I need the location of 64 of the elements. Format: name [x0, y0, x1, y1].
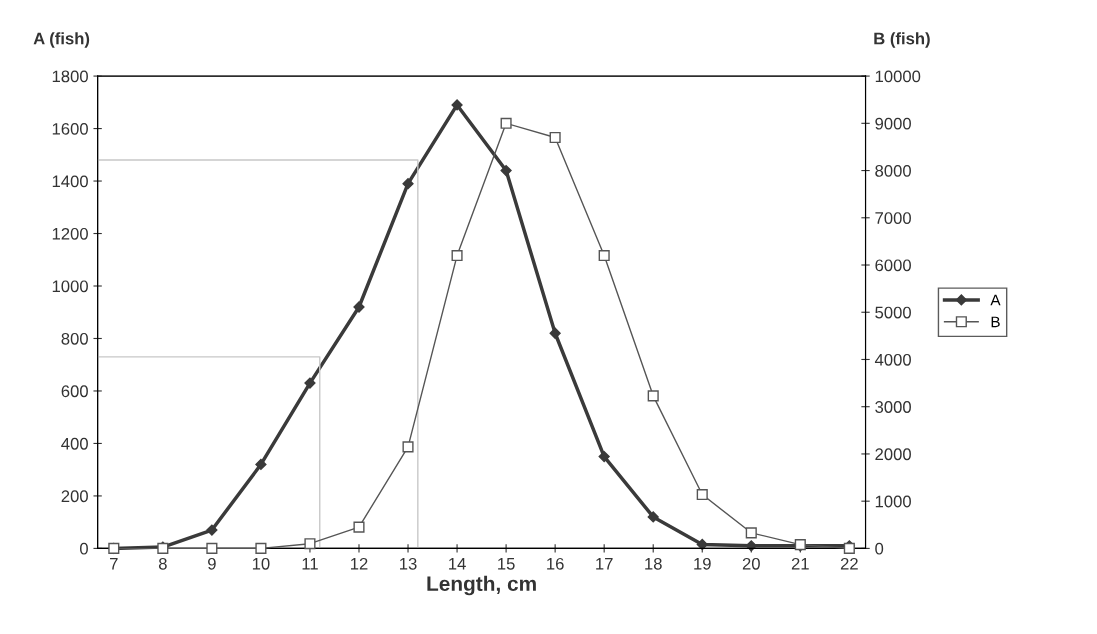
point: [402, 178, 414, 190]
point: [451, 99, 463, 111]
y-axis-title: A (fish): [33, 32, 90, 48]
y-tick-label: 1600: [52, 122, 88, 135]
x-tick-label: 10: [252, 557, 270, 570]
point: [647, 390, 659, 402]
x-tick-label: 17: [596, 558, 613, 570]
y2-tick-label: 4000: [874, 353, 911, 366]
point: [500, 164, 512, 177]
x-tick-label: 11: [302, 558, 318, 570]
x-tick-label: 16: [547, 557, 564, 570]
point: [206, 542, 218, 554]
point: [598, 450, 610, 463]
y-tick-label: 400: [61, 437, 88, 450]
x-tick-label: 22: [840, 557, 858, 570]
point: [304, 538, 316, 550]
x-axis-title: Length, cm: [427, 575, 536, 596]
x-tick-label: 8: [158, 557, 167, 570]
point: [304, 377, 316, 389]
point: [451, 250, 463, 262]
y-tick-label: 1000: [52, 280, 88, 293]
point: [549, 327, 561, 339]
x-tick-label: 14: [449, 558, 466, 570]
point: [353, 521, 365, 533]
y2-tick-label: 1000: [875, 495, 911, 508]
x-tick-label: 21: [791, 557, 809, 570]
y2-tick-label: 9000: [875, 117, 911, 130]
y2-tick-label: 7000: [875, 212, 911, 224]
point: [206, 524, 218, 536]
legend-label: B: [991, 316, 1000, 328]
point: [255, 458, 267, 471]
point: [745, 527, 757, 539]
x-tick-label: 13: [400, 557, 417, 570]
y-tick-label: 0: [79, 542, 88, 555]
y2-tick-label: 0: [875, 542, 884, 555]
y2-tick-label: 6000: [875, 259, 911, 272]
x-tick-label: 7: [110, 558, 118, 570]
x-tick-label: 12: [351, 557, 368, 570]
point: [696, 538, 708, 551]
y2-tick-label: 2000: [875, 448, 911, 461]
point: [647, 511, 659, 523]
y2-tick-label: 5000: [875, 306, 911, 319]
y-tick-label: 1400: [52, 175, 88, 188]
y-tick-label: 1800: [52, 70, 88, 83]
point: [500, 117, 512, 129]
y-tick-label: 600: [61, 385, 88, 398]
y2-axis-title: B (fish): [874, 32, 930, 48]
y-tick-label: 1200: [52, 227, 88, 240]
y-tick-label: 200: [61, 490, 88, 503]
x-tick-label: 20: [742, 557, 760, 570]
x-tick-label: 9: [208, 557, 216, 570]
legend-label: A: [990, 294, 1001, 306]
x-tick-label: 15: [498, 558, 515, 570]
y2-tick-label: 10000: [875, 70, 921, 83]
point: [549, 131, 561, 144]
y-tick-label: 800: [61, 332, 88, 345]
point: [696, 489, 708, 501]
y2-tick-label: 3000: [875, 401, 911, 413]
point: [402, 441, 414, 453]
point: [255, 542, 267, 554]
x-tick-label: 19: [694, 557, 711, 570]
point: [598, 250, 610, 262]
y2-tick-label: 8000: [875, 164, 911, 177]
x-tick-label: 18: [645, 557, 662, 570]
